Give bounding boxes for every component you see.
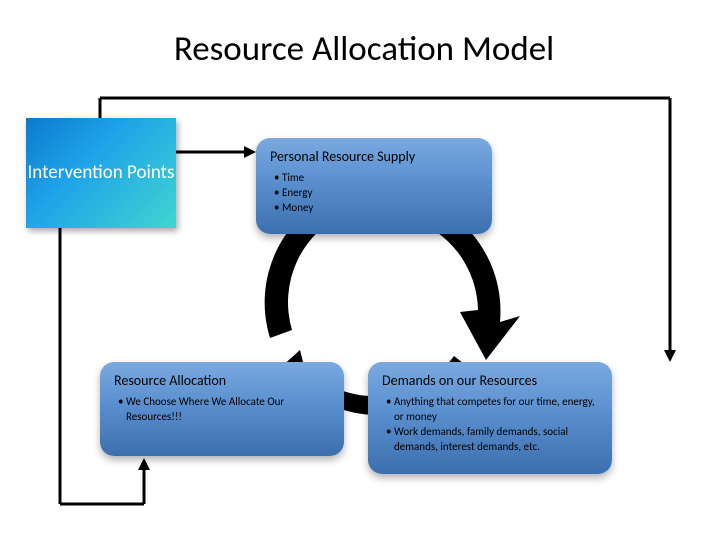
supply-bullets: Time Energy Money	[270, 171, 478, 216]
demands-title: Demands on our Resources	[382, 372, 598, 389]
supply-bullet: Energy	[274, 186, 478, 201]
supply-title: Personal Resource Supply	[270, 148, 478, 165]
supply-bullet: Time	[274, 171, 478, 186]
demands-bullets: Anything that competes for our time, ene…	[382, 395, 598, 454]
allocation-bullets: We Choose Where We Allocate Our Resource…	[114, 395, 330, 425]
slide-title: Resource Allocation Model	[0, 28, 728, 70]
supply-box: Personal Resource Supply Time Energy Mon…	[256, 138, 492, 234]
allocation-bullet: We Choose Where We Allocate Our Resource…	[118, 395, 330, 425]
intervention-points-box: Intervention Points	[26, 118, 176, 228]
connector-arrows	[0, 0, 728, 546]
demands-bullet: Work demands, family demands, social dem…	[386, 425, 598, 455]
slide: Resource Allocation Model Intervention P…	[0, 0, 728, 546]
demands-box: Demands on our Resources Anything that c…	[368, 362, 612, 474]
supply-bullet: Money	[274, 201, 478, 216]
allocation-title: Resource Allocation	[114, 372, 330, 389]
allocation-box: Resource Allocation We Choose Where We A…	[100, 362, 344, 456]
intervention-label: Intervention Points	[28, 162, 175, 185]
demands-bullet: Anything that competes for our time, ene…	[386, 395, 598, 425]
